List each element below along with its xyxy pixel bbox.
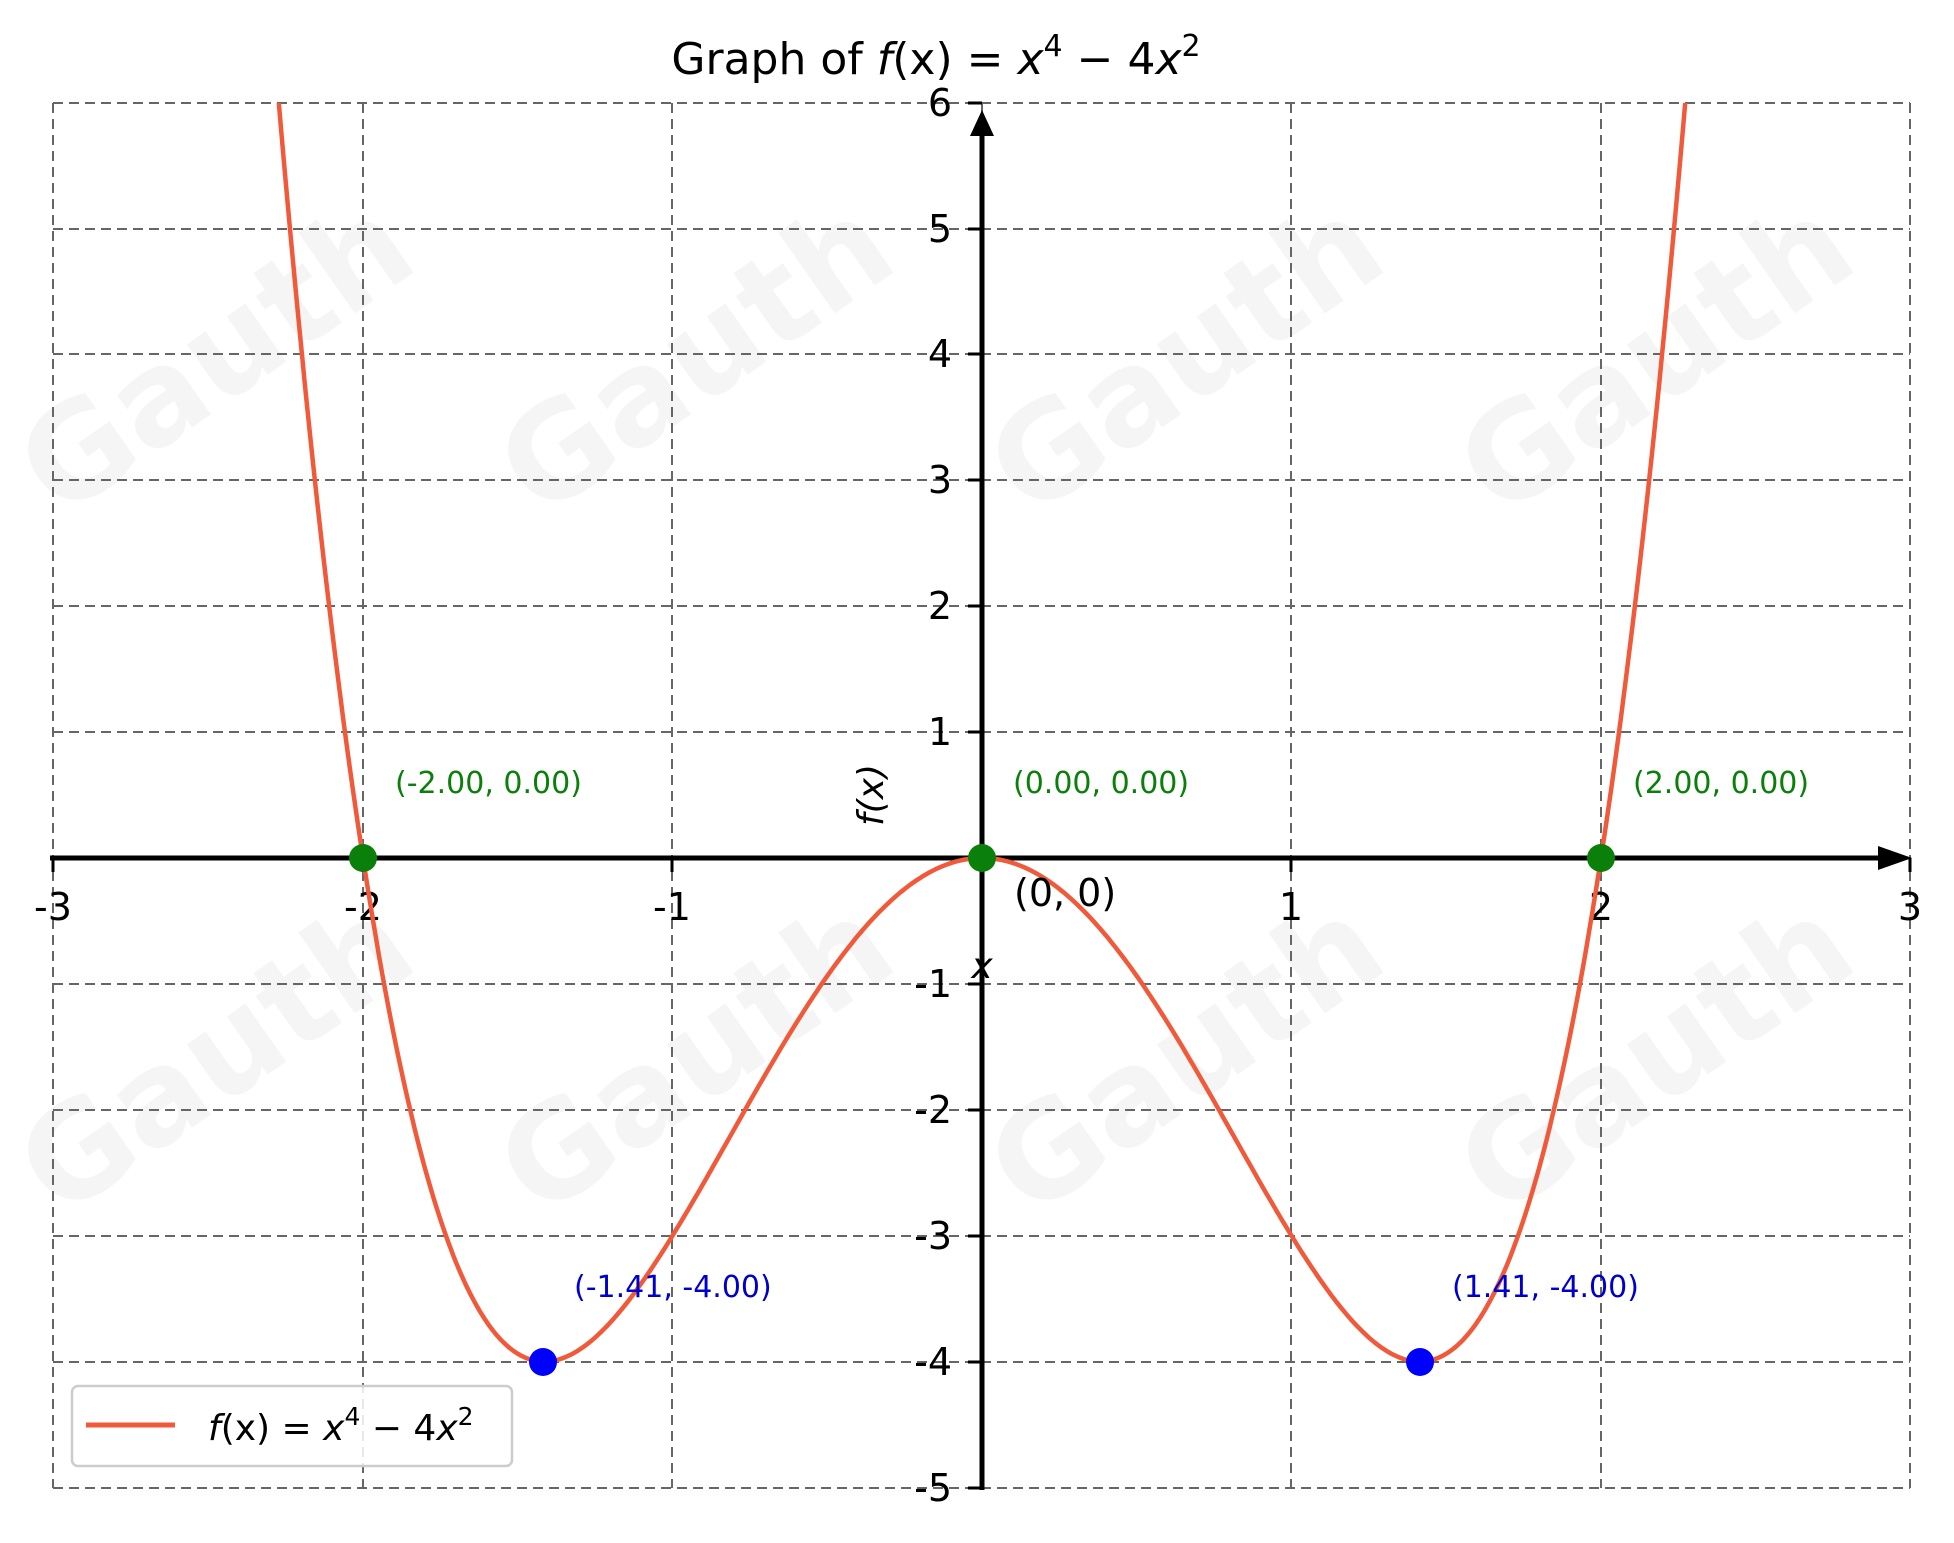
minimum-point (529, 1348, 557, 1376)
watermark-layer: Gauth Gauth Gauth Gauth Gauth Gauth Gaut… (0, 168, 1880, 1246)
annotation-label: (0.00, 0.00) (1013, 766, 1189, 801)
watermark: Gauth (961, 168, 1410, 546)
y-tick-label: -4 (914, 1340, 952, 1384)
watermark: Gauth (1431, 168, 1880, 546)
x-tick-label: -3 (34, 885, 72, 929)
y-axis-label: f(x) (851, 764, 892, 826)
watermark: Gauth (961, 868, 1410, 1246)
annotation-label: (-2.00, 0.00) (395, 766, 582, 801)
annotation-label: (-1.41, -4.00) (574, 1270, 772, 1305)
y-axis-arrow-icon (970, 110, 994, 136)
y-tick-label: 1 (928, 710, 952, 754)
y-tick-label: -3 (914, 1214, 952, 1258)
x-tick-labels: -3 -2 -1 1 2 3 (34, 885, 1922, 929)
y-tick-labels: 6 5 4 3 2 1 -1 -2 -3 -4 -5 (914, 81, 952, 1510)
y-tick-label: -5 (914, 1466, 952, 1510)
watermark: Gauth (471, 168, 920, 546)
annotation-label: (1.41, -4.00) (1452, 1270, 1639, 1305)
legend: f(x) = x4 − 4x2 (70, 1384, 514, 1468)
x-tick-label: 1 (1279, 885, 1303, 929)
chart-title: Graph of f(x) = x4 − 4x2 (671, 29, 1200, 85)
marked-points (349, 844, 1615, 1376)
x-tick-label: -1 (653, 885, 691, 929)
y-tick-label: 5 (928, 207, 952, 251)
x-tick-label: 3 (1898, 885, 1922, 929)
y-tick-label: -2 (914, 1088, 952, 1132)
x-axis-arrow-icon (1878, 846, 1912, 870)
x-intercept-point (349, 844, 377, 872)
y-tick-label: 3 (928, 458, 952, 502)
legend-label: f(x) = x4 − 4x2 (208, 1402, 474, 1449)
x-intercept-point (1587, 844, 1615, 872)
origin-label: (0, 0) (1014, 871, 1116, 915)
y-tick-label: -1 (914, 962, 952, 1006)
x-axis-label: x (970, 946, 993, 987)
y-tick-label: 6 (928, 81, 952, 125)
annotation-label: (2.00, 0.00) (1633, 766, 1809, 801)
y-tick-label: 2 (928, 584, 952, 628)
watermark: Gauth (1431, 868, 1880, 1246)
minimum-point (1406, 1348, 1434, 1376)
annotations: (-2.00, 0.00) (0.00, 0.00) (2.00, 0.00) … (395, 766, 1809, 1305)
x-tick-label: -2 (344, 885, 382, 929)
y-tick-label: 4 (928, 332, 952, 376)
watermark: Gauth (471, 868, 920, 1246)
x-intercept-point (968, 844, 996, 872)
watermark: Gauth (0, 168, 440, 546)
